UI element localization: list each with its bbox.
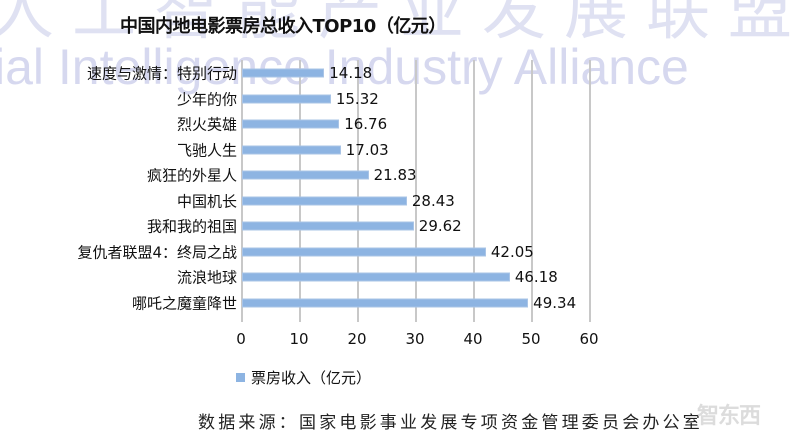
- value-label: 14.18: [329, 64, 373, 82]
- logo-watermark: 智东西: [697, 404, 761, 429]
- category-label: 哪吒之魔童降世: [131, 294, 237, 312]
- gridline-10: [299, 60, 301, 322]
- value-label: 29.62: [418, 217, 462, 235]
- bar: [242, 170, 369, 180]
- x-tick: 60: [579, 330, 599, 348]
- value-label: 16.76: [344, 115, 388, 133]
- value-label: 28.43: [411, 191, 455, 210]
- legend: 票房收入（亿元）: [236, 367, 371, 388]
- gridline-40: [473, 60, 475, 322]
- legend-label: 票房收入（亿元）: [251, 369, 372, 387]
- x-tick: 10: [289, 330, 309, 348]
- value-label: 17.03: [345, 140, 389, 159]
- bar: [242, 119, 340, 129]
- value-label: 46.18: [514, 268, 558, 286]
- legend-swatch-icon: [236, 373, 245, 382]
- bar: [242, 196, 407, 205]
- gridline-20: [357, 60, 359, 322]
- category-label: 流浪地球: [176, 268, 237, 287]
- category-label: 速度与激情：特别行动: [86, 64, 237, 83]
- category-label: 中国机长: [176, 192, 237, 210]
- category-label: 飞驰人生: [176, 141, 237, 159]
- category-label: 少年的你: [176, 90, 237, 108]
- bar: [242, 68, 325, 78]
- bar: [242, 298, 529, 307]
- gridline-60: [589, 60, 591, 322]
- value-label: 21.83: [373, 166, 417, 184]
- source-note: 数据来源：国家电影事业发展专项资金管理委员会办公室: [198, 413, 703, 433]
- category-label: 烈火英雄: [176, 115, 237, 134]
- bar: [242, 145, 341, 154]
- x-tick: 40: [463, 330, 483, 348]
- x-tick: 30: [405, 330, 425, 348]
- x-tick: 50: [521, 330, 541, 348]
- bar: [242, 221, 414, 231]
- gridline-0: [241, 60, 243, 322]
- x-tick: 0: [236, 330, 246, 348]
- gridline-30: [415, 60, 417, 322]
- value-label: 15.32: [335, 89, 379, 108]
- value-label: 42.05: [490, 242, 534, 261]
- value-label: 49.34: [533, 293, 577, 312]
- category-label: 我和我的祖国: [146, 217, 237, 236]
- category-label: 疯狂的外星人: [146, 166, 237, 185]
- category-label: 复仇者联盟4：终局之战: [77, 243, 237, 261]
- chart-title: 中国内地电影票房总收入TOP10（亿元）: [120, 16, 446, 37]
- x-tick: 20: [347, 330, 367, 348]
- bar: [242, 272, 510, 282]
- bar: [242, 94, 331, 103]
- gridline-50: [531, 60, 533, 322]
- bar: [242, 247, 486, 256]
